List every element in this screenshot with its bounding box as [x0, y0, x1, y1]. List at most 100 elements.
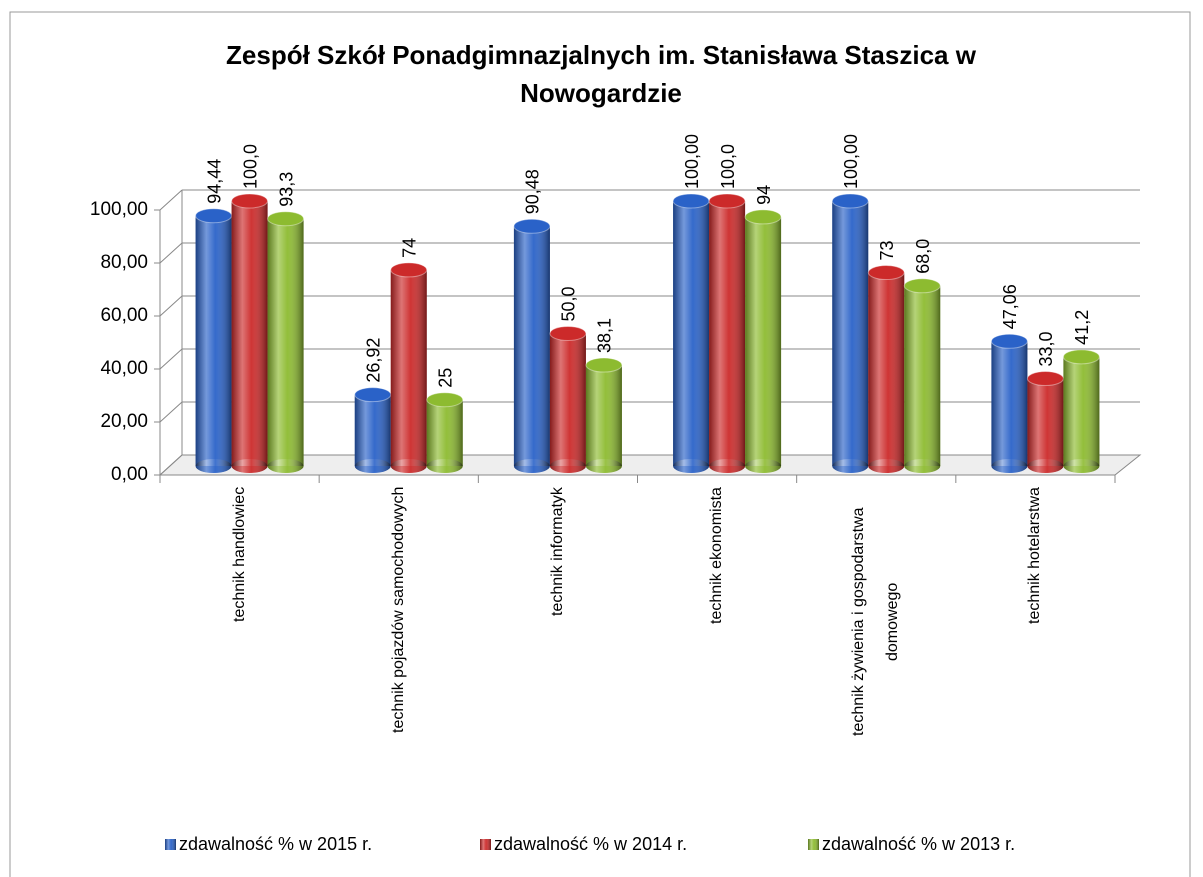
value-label: 94 [754, 185, 774, 205]
grid-line [159, 295, 183, 317]
cylinder-shade [267, 218, 304, 466]
cylinder [708, 193, 746, 473]
value-label: 73 [877, 241, 897, 261]
cylinder [267, 211, 305, 473]
cylinder [1026, 371, 1064, 473]
x-tick-text: technik handlowiec [230, 487, 248, 623]
value-label: 47,06 [1000, 284, 1020, 329]
cylinder-shade [426, 399, 463, 466]
cylinder [585, 357, 623, 473]
cylinder [354, 387, 392, 473]
value-label: 100,00 [682, 134, 702, 189]
cylinder-shade [390, 269, 427, 466]
value-label: 50,0 [559, 286, 579, 321]
value-label: 25 [436, 368, 456, 388]
cylinder-top [672, 193, 710, 209]
cylinder [231, 193, 269, 473]
x-tick-text: technik ekonomista [708, 487, 726, 624]
value-label: 94,44 [204, 159, 224, 204]
cylinder-top [585, 357, 623, 373]
x-tick-text: technik informatyk [548, 487, 566, 616]
legend-label: zdawalność % w 2015 r. [179, 834, 372, 854]
x-tick-label: technik handlowiec [223, 487, 257, 832]
cylinder-top [744, 209, 782, 225]
x-tick-label: technik żywienia i gospodarstwa domowego [842, 487, 910, 832]
value-label: 68,0 [913, 239, 933, 274]
cylinder-top [195, 208, 233, 224]
cylinder [1062, 349, 1100, 473]
cylinder-top [513, 218, 551, 234]
value-label: 100,00 [841, 134, 861, 189]
cylinder [195, 208, 233, 473]
cylinder-shade [195, 215, 232, 466]
chart-title: Zespół Szkół Ponadgimnazjalnych im. Stan… [226, 40, 976, 108]
y-tick-label: 100,00 [90, 199, 148, 220]
cylinder [867, 265, 905, 473]
cylinder-top [1062, 349, 1100, 365]
cylinder-top [426, 392, 464, 408]
y-tick-label: 80,00 [100, 252, 148, 273]
legend-swatch-shade [480, 839, 491, 850]
cylinder-shade [585, 365, 622, 466]
cylinder-top [231, 193, 269, 209]
grid-line [159, 348, 183, 370]
cylinder [903, 278, 941, 473]
cylinder [426, 392, 464, 473]
cylinder-top [831, 193, 869, 209]
cylinder-shade [354, 394, 391, 466]
value-label: 41,2 [1072, 310, 1092, 345]
cylinder-shade [709, 201, 746, 466]
cylinder-shade [991, 341, 1028, 466]
x-tick-text: technik hotelarstwa [1026, 487, 1044, 624]
cylinder [831, 193, 869, 473]
cylinder-shade [673, 201, 710, 466]
cylinder-top [903, 278, 941, 294]
value-label: 93,3 [276, 172, 296, 207]
grid-line [159, 401, 183, 423]
cylinder-top [354, 387, 392, 403]
y-tick-label: 40,00 [100, 358, 148, 379]
y-tick-label: 60,00 [100, 305, 148, 326]
cylinder [390, 262, 428, 473]
cylinder-shade [513, 226, 550, 466]
cylinder-top [549, 326, 587, 341]
value-label: 26,92 [364, 338, 384, 383]
cylinder-top [390, 262, 428, 278]
legend-swatch-shade [165, 839, 176, 850]
cylinder-top [708, 193, 746, 209]
x-tick-label: technik pojazdów samochodowych [382, 487, 416, 832]
cylinder-top [867, 265, 905, 281]
cylinder-top [267, 211, 305, 227]
cylinder-shade [231, 201, 268, 466]
cylinder-shade [832, 201, 869, 466]
legend-swatch-shade [808, 839, 819, 850]
value-label: 100,0 [240, 144, 260, 189]
chart-border [9, 11, 1191, 877]
cylinder-shade [868, 272, 905, 466]
cylinder [549, 326, 587, 473]
grid-line [159, 189, 183, 211]
cylinder-shade [1063, 356, 1100, 466]
cylinder-top [990, 333, 1028, 349]
cylinder [990, 333, 1028, 473]
value-label: 74 [400, 238, 420, 258]
y-tick-label: 0,00 [111, 464, 148, 485]
cylinder [744, 209, 782, 473]
legend-label: zdawalność % w 2014 r. [494, 834, 687, 854]
value-label: 33,0 [1036, 332, 1056, 367]
grid-line [159, 454, 183, 476]
y-tick-label: 20,00 [100, 411, 148, 432]
cylinder [513, 218, 551, 473]
x-tick-text: technik pojazdów samochodowych [389, 487, 407, 734]
x-tick-text: technik żywienia i gospodarstwa domowego [850, 507, 902, 737]
x-tick-label: technik informatyk [541, 487, 575, 832]
value-label: 90,48 [523, 169, 543, 214]
cylinder-shade [904, 285, 941, 466]
cylinder-shade [745, 216, 782, 466]
value-label: 38,1 [595, 318, 615, 353]
x-tick-label: technik hotelarstwa [1018, 487, 1052, 832]
cylinder-shade [549, 333, 586, 466]
value-label: 100,0 [718, 144, 738, 189]
